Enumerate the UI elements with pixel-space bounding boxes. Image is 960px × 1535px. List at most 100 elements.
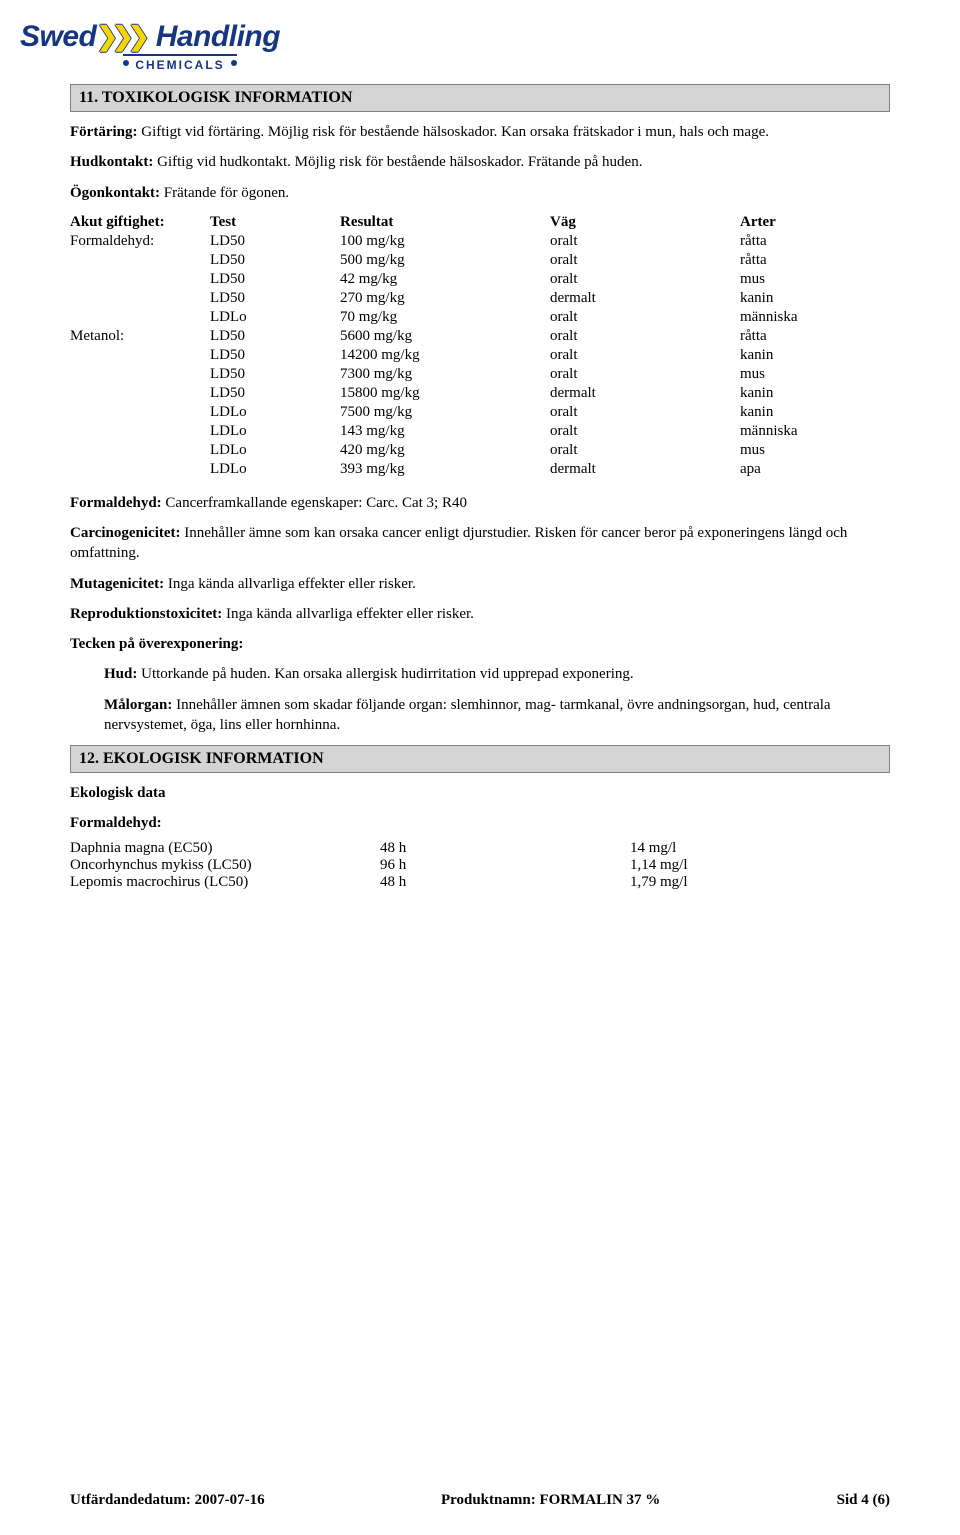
table-cell: 7500 mg/kg — [340, 403, 550, 422]
table-row: LDLo393 mg/kgdermaltapa — [70, 460, 890, 479]
table-cell: kanin — [740, 346, 890, 365]
table-cell: Daphnia magna (EC50) — [70, 840, 380, 857]
logo-word-1: Swed — [20, 20, 96, 54]
eco-substance-heading: Formaldehyd: — [70, 813, 890, 833]
table-cell: människa — [740, 308, 890, 327]
table-cell: oralt — [550, 327, 740, 346]
mal-text: Innehåller ämnen som skadar följande org… — [104, 697, 831, 733]
section-12-header: 12. EKOLOGISK INFORMATION — [70, 745, 890, 773]
table-row: Metanol:LD505600 mg/kgoraltråtta — [70, 327, 890, 346]
table-row: LD5014200 mg/kgoraltkanin — [70, 346, 890, 365]
table-row: LDLo143 mg/kgoraltmänniska — [70, 422, 890, 441]
table-cell: Oncorhynchus mykiss (LC50) — [70, 857, 380, 874]
table-cell: 42 mg/kg — [340, 270, 550, 289]
intake-label: Förtäring: — [70, 124, 137, 140]
table-row: Lepomis macrochirus (LC50)48 h1,79 mg/l — [70, 874, 890, 891]
skin-text: Giftig vid hudkontakt. Möjlig risk för b… — [153, 154, 642, 170]
table-cell — [70, 403, 210, 422]
table-cell: oralt — [550, 346, 740, 365]
table-row: LD507300 mg/kgoraltmus — [70, 365, 890, 384]
section-11-header: 11. TOXIKOLOGISK INFORMATION — [70, 84, 890, 112]
table-cell: LD50 — [210, 289, 340, 308]
table-cell: LDLo — [210, 441, 340, 460]
table-cell — [70, 441, 210, 460]
eye-text: Frätande för ögonen. — [160, 185, 289, 201]
table-cell: 14 mg/l — [630, 840, 890, 857]
table-cell: kanin — [740, 384, 890, 403]
footer-date: Utfärdandedatum: 2007-07-16 — [70, 1492, 265, 1509]
table-cell: 500 mg/kg — [340, 251, 550, 270]
table-cell — [70, 270, 210, 289]
repro-text: Inga kända allvarliga effekter eller ris… — [222, 606, 474, 622]
table-cell: 70 mg/kg — [340, 308, 550, 327]
table-cell: LDLo — [210, 422, 340, 441]
table-cell: 7300 mg/kg — [340, 365, 550, 384]
mutagenicity-paragraph: Mutagenicitet: Inga kända allvarliga eff… — [70, 574, 890, 594]
table-cell: LD50 — [210, 327, 340, 346]
table-cell — [70, 289, 210, 308]
logo-main: Swed ❯ ❯ ❯ Handling — [20, 20, 890, 54]
eco-substance-label: Formaldehyd: — [70, 815, 162, 831]
page-footer: Utfärdandedatum: 2007-07-16 Produktnamn:… — [70, 1492, 890, 1509]
th-substance: Akut giftighet: — [70, 213, 210, 232]
footer-product: Produktnamn: FORMALIN 37 % — [441, 1492, 660, 1509]
table-cell: LD50 — [210, 232, 340, 251]
table-cell: 1,14 mg/l — [630, 857, 890, 874]
table-cell: oralt — [550, 403, 740, 422]
eco-table: Daphnia magna (EC50)48 h14 mg/lOncorhync… — [70, 840, 890, 891]
formaldehyd-text: Cancerframkallande egenskaper: Carc. Cat… — [162, 495, 467, 511]
table-cell — [70, 422, 210, 441]
toxicity-table-body: Formaldehyd:LD50100 mg/kgoraltråttaLD505… — [70, 232, 890, 479]
table-cell: 48 h — [380, 874, 630, 891]
table-cell: mus — [740, 365, 890, 384]
table-cell: Lepomis macrochirus (LC50) — [70, 874, 380, 891]
company-logo: Swed ❯ ❯ ❯ Handling CHEMICALS — [20, 20, 890, 74]
table-cell: dermalt — [550, 289, 740, 308]
intake-paragraph: Förtäring: Giftigt vid förtäring. Möjlig… — [70, 122, 890, 142]
table-cell: kanin — [740, 403, 890, 422]
th-species: Arter — [740, 213, 890, 232]
table-cell: LDLo — [210, 308, 340, 327]
eye-paragraph: Ögonkontakt: Frätande för ögonen. — [70, 183, 890, 203]
table-cell: LD50 — [210, 346, 340, 365]
table-row: LDLo7500 mg/kgoraltkanin — [70, 403, 890, 422]
hud-label: Hud: — [104, 666, 137, 682]
carc-label: Carcinogenicitet: — [70, 525, 181, 541]
th-result: Resultat — [340, 213, 550, 232]
formaldehyd-label: Formaldehyd: — [70, 495, 162, 511]
table-cell: människa — [740, 422, 890, 441]
table-cell: 1,79 mg/l — [630, 874, 890, 891]
table-cell: LD50 — [210, 384, 340, 403]
footer-page: Sid 4 (6) — [837, 1492, 890, 1509]
table-cell: oralt — [550, 308, 740, 327]
skin-label: Hudkontakt: — [70, 154, 153, 170]
table-cell: Metanol: — [70, 327, 210, 346]
mal-label: Målorgan: — [104, 697, 172, 713]
overexposure-heading: Tecken på överexponering: — [70, 634, 890, 654]
table-cell — [70, 460, 210, 479]
over-label: Tecken på överexponering: — [70, 636, 243, 652]
hud-paragraph: Hud: Uttorkande på huden. Kan orsaka all… — [104, 664, 890, 684]
table-cell: dermalt — [550, 460, 740, 479]
muta-text: Inga kända allvarliga effekter eller ris… — [164, 576, 416, 592]
table-cell: LD50 — [210, 270, 340, 289]
table-cell: råtta — [740, 251, 890, 270]
table-cell — [70, 308, 210, 327]
table-cell: 143 mg/kg — [340, 422, 550, 441]
table-cell: råtta — [740, 232, 890, 251]
page: Swed ❯ ❯ ❯ Handling CHEMICALS 11. TOXIKO… — [0, 0, 960, 1535]
repro-tox-paragraph: Reproduktionstoxicitet: Inga kända allva… — [70, 604, 890, 624]
repro-label: Reproduktionstoxicitet: — [70, 606, 222, 622]
table-row: Daphnia magna (EC50)48 h14 mg/l — [70, 840, 890, 857]
table-row: LD50500 mg/kgoraltråtta — [70, 251, 890, 270]
table-cell: oralt — [550, 270, 740, 289]
table-cell: 15800 mg/kg — [340, 384, 550, 403]
table-cell: dermalt — [550, 384, 740, 403]
eco-data-heading: Ekologisk data — [70, 783, 890, 803]
table-cell: 96 h — [380, 857, 630, 874]
table-cell — [70, 365, 210, 384]
table-cell: Formaldehyd: — [70, 232, 210, 251]
table-cell — [70, 384, 210, 403]
th-route: Väg — [550, 213, 740, 232]
intake-text: Giftigt vid förtäring. Möjlig risk för b… — [137, 124, 769, 140]
